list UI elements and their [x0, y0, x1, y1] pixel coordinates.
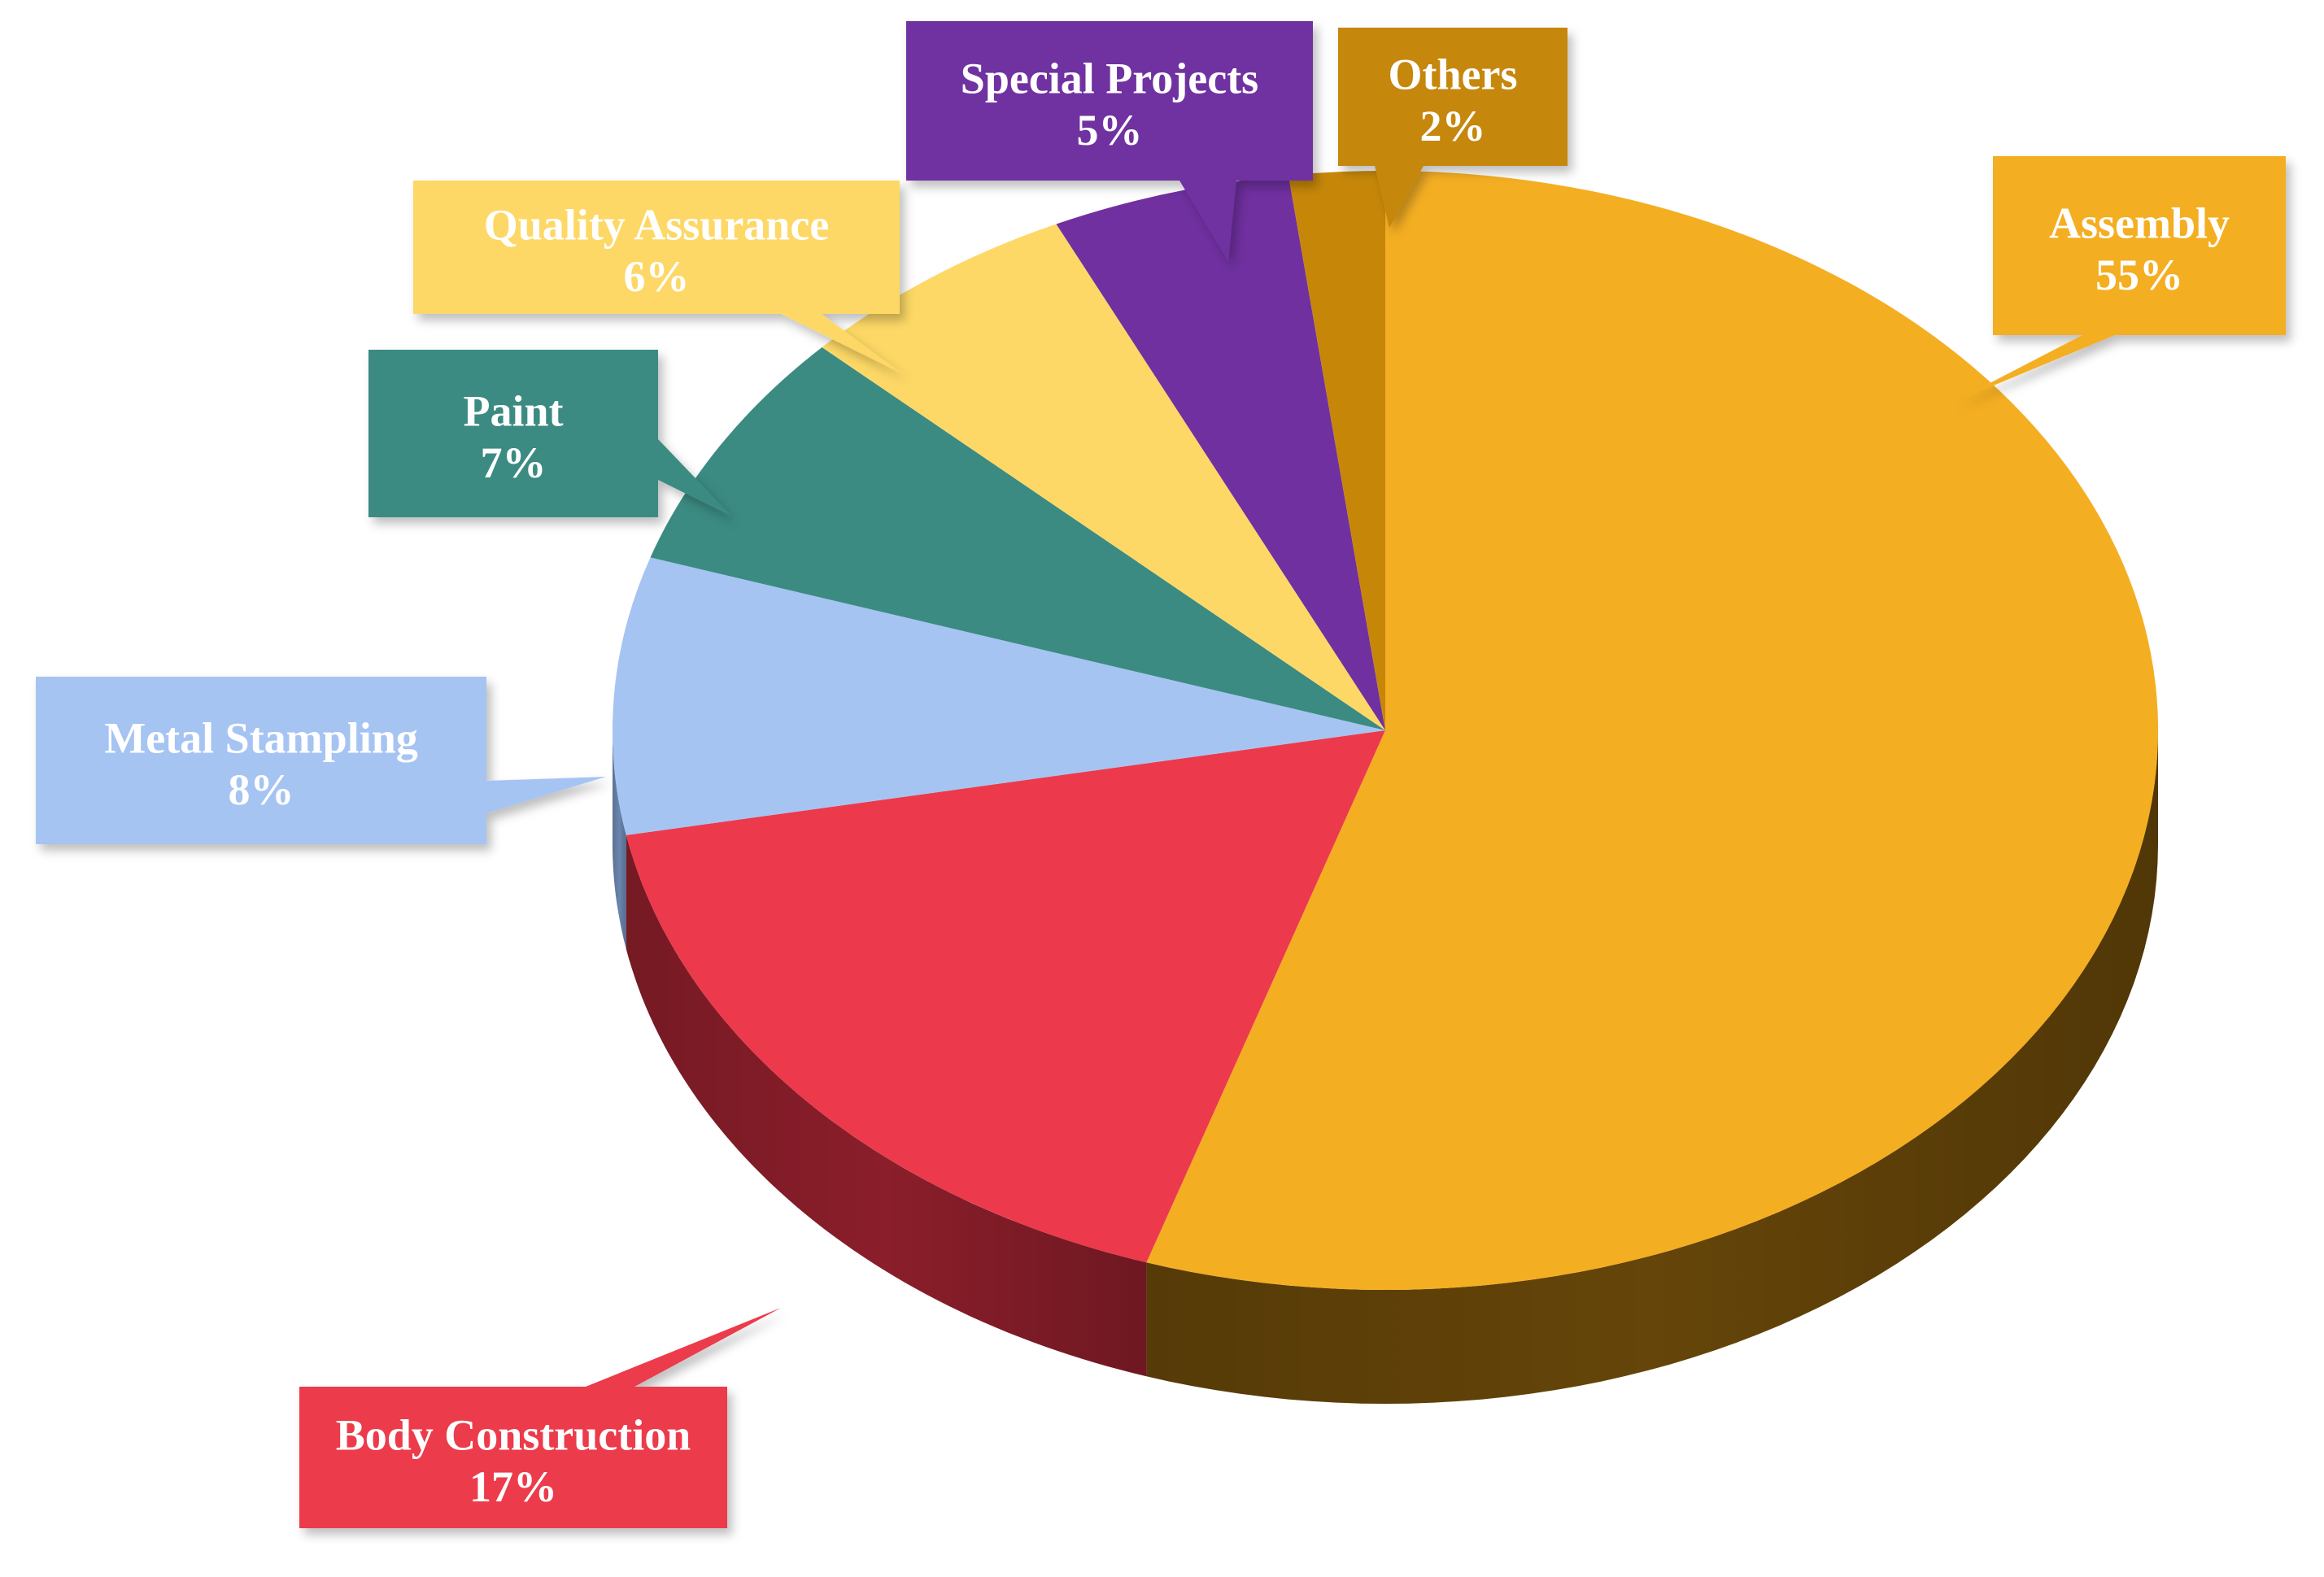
pie-side-shade-body-construction — [626, 834, 1147, 1377]
slice-value-label: 2% — [1420, 102, 1486, 150]
pie-tops — [612, 170, 2159, 1290]
pie-slice-others — [1288, 170, 1385, 731]
callout-box — [1993, 156, 2286, 335]
callout-special-projects — [906, 21, 1313, 262]
slice-value-label: 55% — [2095, 250, 2183, 299]
callout-box — [906, 21, 1313, 181]
slice-label: Assembly — [2049, 198, 2230, 247]
callout-body-construction — [299, 1308, 781, 1528]
callout-pointer — [1179, 181, 1236, 262]
callout-quality-assurance — [413, 181, 903, 374]
slice-value-label: 5% — [1077, 106, 1143, 155]
pie-sides — [613, 730, 2158, 1404]
callout-pointer — [1375, 166, 1424, 228]
pie-slice-quality-assurance — [822, 224, 1385, 730]
slice-value-label: 6% — [624, 252, 690, 301]
slice-label: Special Projects — [961, 54, 1258, 102]
slice-value-label: 7% — [481, 438, 547, 487]
pie-slice-special-projects — [1056, 175, 1385, 730]
pie-slice-paint — [650, 347, 1385, 730]
callout-pointer — [781, 314, 903, 374]
callout-box — [1338, 28, 1568, 166]
callout-pointer — [658, 439, 732, 516]
callout-pointer — [586, 1308, 781, 1387]
callout-pointer — [486, 777, 606, 813]
pie-slice-metal-stampling — [612, 557, 1385, 835]
slice-label: Metal Stampling — [104, 713, 418, 762]
slice-label: Body Construction — [336, 1410, 691, 1459]
slice-label: Paint — [463, 386, 563, 435]
callout-others — [1338, 28, 1568, 228]
callout-paint — [368, 350, 732, 517]
pie-slice-body-construction — [626, 730, 1385, 1263]
callout-box — [299, 1387, 727, 1528]
slice-label: Others — [1389, 50, 1518, 98]
slice-label: Quality Assurance — [484, 200, 830, 249]
callout-pointer — [1952, 335, 2115, 403]
slice-value-label: 8% — [229, 765, 294, 814]
callout-box — [413, 181, 900, 314]
pie-side-shade-metal-stampling — [613, 730, 626, 949]
callout-metal-stampling — [36, 677, 606, 844]
pie-slice-assembly — [1146, 171, 2159, 1290]
callout-box — [368, 350, 658, 517]
callout-assembly — [1952, 156, 2286, 403]
callout-box — [36, 677, 486, 844]
slice-value-label: 17% — [469, 1462, 557, 1511]
pie-side-shade-assembly — [1146, 730, 2158, 1404]
